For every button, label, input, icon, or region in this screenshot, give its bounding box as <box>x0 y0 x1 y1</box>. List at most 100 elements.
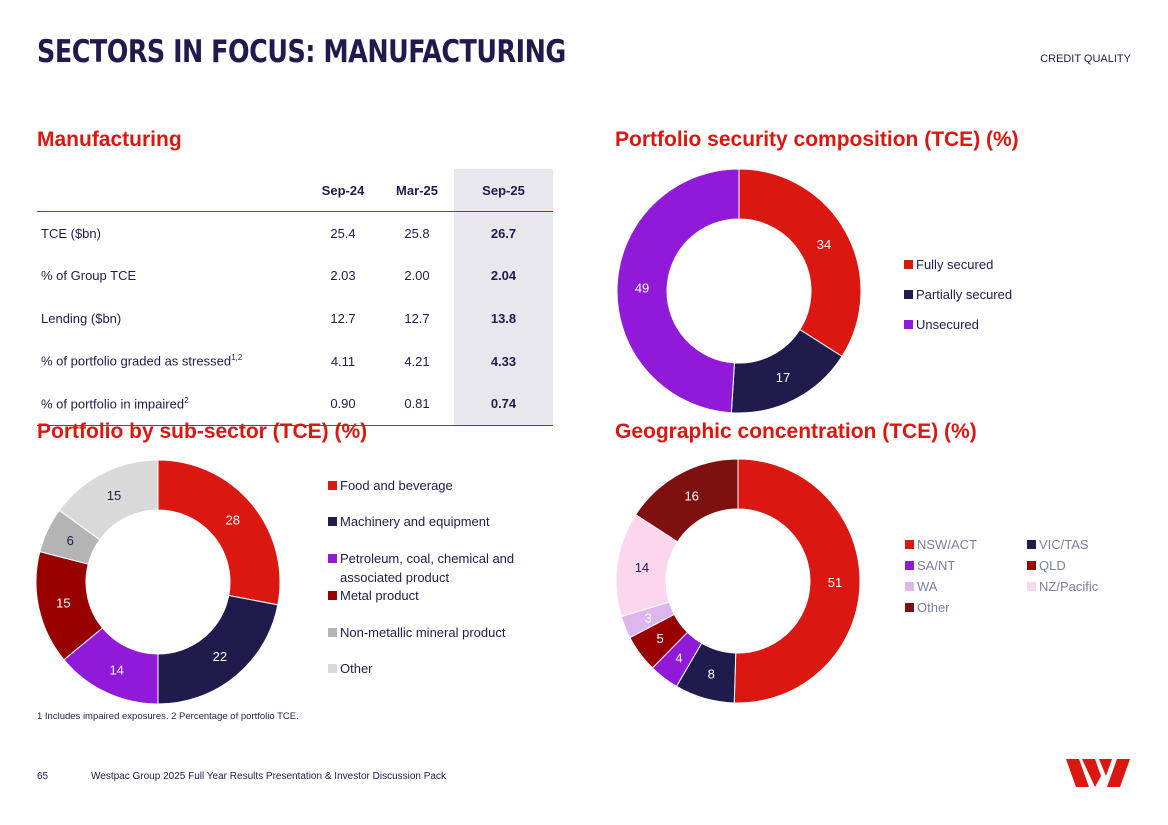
subsector-slice <box>157 459 281 606</box>
legend-label: Fully secured <box>916 257 994 272</box>
subsector-data-label: 22 <box>213 649 227 664</box>
geo-data-label: 14 <box>635 560 649 575</box>
legend-swatch <box>1027 540 1036 549</box>
legend-label: Metal product <box>340 586 419 605</box>
geo-heading: Geographic concentration (TCE) (%) <box>615 420 977 443</box>
legend-label-line: Machinery and equipment <box>340 514 490 529</box>
legend-label: NSW/ACT <box>917 537 977 552</box>
legend-swatch <box>328 628 337 637</box>
security-heading: Portfolio security composition (TCE) (%) <box>615 128 1019 151</box>
table-row: Lending ($bn) 12.7 12.7 13.8 <box>37 297 553 340</box>
col-sep-25: Sep-25 <box>454 169 553 212</box>
table-cell: 12.7 <box>330 310 356 326</box>
table-header-blank <box>37 169 306 212</box>
legend-label: Non-metallic mineral product <box>340 623 505 642</box>
table-cell: 25.4 <box>330 225 356 241</box>
security-slice <box>616 168 740 414</box>
section-tag: CREDIT QUALITY <box>1040 53 1131 65</box>
subsector-data-label: 15 <box>107 488 121 503</box>
geo-data-label: 8 <box>708 667 715 682</box>
legend-swatch <box>328 664 337 673</box>
legend-label: QLD <box>1039 558 1066 573</box>
table-cell: 12.7 <box>404 310 430 326</box>
security-data-label: 34 <box>817 237 831 252</box>
legend-label-line: Metal product <box>340 588 419 603</box>
subsector-donut-chart: 28 22 14 15 6 15 <box>35 459 281 705</box>
subsector-data-label: 6 <box>67 533 74 548</box>
col-mar-25: Mar-25 <box>380 169 454 212</box>
subsector-data-label: 15 <box>56 596 70 611</box>
geo-data-label: 4 <box>675 651 682 666</box>
legend-swatch <box>905 540 914 549</box>
footnote-ref: 1,2 <box>231 353 243 363</box>
page-number: 65 <box>37 771 49 782</box>
table-cell: 13.8 <box>454 297 553 340</box>
security-donut-chart: 34 17 49 <box>616 168 862 414</box>
footer-source: Westpac Group 2025 Full Year Results Pre… <box>91 771 446 782</box>
legend-swatch <box>328 591 337 600</box>
security-data-label: 17 <box>776 370 790 385</box>
table-cell: 4.33 <box>454 339 553 383</box>
legend-swatch <box>328 481 337 490</box>
table-cell: 0.81 <box>380 382 454 426</box>
table-cell: 2.00 <box>404 268 430 284</box>
subsector-heading: Portfolio by sub-sector (TCE) (%) <box>37 420 368 443</box>
legend-label-line: Non-metallic mineral product <box>340 625 506 640</box>
geo-data-label: 16 <box>684 488 698 503</box>
row-label: % of portfolio in impaired2 <box>37 382 306 426</box>
legend-label: SA/NT <box>917 558 956 573</box>
row-label-text: % of Group TCE <box>41 268 137 284</box>
legend-label: VIC/TAS <box>1039 537 1089 552</box>
col-sep-24: Sep-24 <box>306 169 380 212</box>
table-cell: 4.11 <box>330 353 356 369</box>
legend-swatch <box>904 260 913 269</box>
row-label-text: % of portfolio in impaired <box>41 396 185 412</box>
legend-swatch <box>1027 582 1036 591</box>
table-row: % of portfolio graded as stressed1,2 4.11… <box>37 339 553 383</box>
row-label-text: Lending ($bn) <box>41 310 122 326</box>
geo-data-label: 5 <box>656 631 663 646</box>
legend-label: Food and beverage <box>340 476 453 495</box>
subsector-data-label: 28 <box>226 513 240 528</box>
footnote-ref: 2 <box>184 396 189 405</box>
legend-label: Other <box>340 659 373 678</box>
table-cell: 25.8 <box>404 225 430 241</box>
geo-slice <box>634 458 739 543</box>
geo-donut-chart: 51 8 453 14 16 <box>615 458 861 704</box>
table-cell: 2.04 <box>454 254 553 298</box>
row-label: % of portfolio graded as stressed1,2 <box>37 340 306 383</box>
page-title: SECTORS IN FOCUS: MANUFACTURING <box>37 34 566 70</box>
legend-swatch <box>328 517 337 526</box>
table-cell: 26.7 <box>454 211 553 255</box>
security-slice <box>738 168 862 358</box>
table-cell: 0.90 <box>306 382 380 426</box>
westpac-logo-icon <box>1066 759 1130 787</box>
subsector-slice <box>58 459 159 541</box>
table-row: % of portfolio in impaired2 0.90 0.81 0.74 <box>37 382 553 426</box>
subsector-donut: 28 22 14 15 6 15 <box>35 459 281 705</box>
row-label: TCE ($bn) <box>37 212 306 255</box>
subsector-data-label: 14 <box>109 662 123 677</box>
geo-data-label: 51 <box>828 575 842 590</box>
table-cell: 4.21 <box>404 353 430 369</box>
legend-label: Other <box>917 600 950 615</box>
legend-label-line: Other <box>340 661 373 676</box>
legend-swatch <box>1027 561 1036 570</box>
legend-label: Partially secured <box>916 287 1013 302</box>
manufacturing-heading: Manufacturing <box>37 128 182 151</box>
legend-label: Unsecured <box>916 317 979 332</box>
table-cell: 2.03 <box>330 268 356 284</box>
table-cell: 0.74 <box>454 382 553 426</box>
legend-label: Petroleum, coal, chemical and associated … <box>340 549 514 587</box>
legend-label-line: Petroleum, coal, chemical and <box>340 551 515 566</box>
table-header-row: Sep-24 Mar-25 Sep-25 <box>37 169 553 212</box>
legend-label-line: Food and beverage <box>340 478 453 493</box>
table-row: TCE ($bn) 25.4 25.8 26.7 <box>37 211 553 255</box>
legend-label: Machinery and equipment <box>340 512 490 531</box>
row-label-text: % of portfolio graded as stressed <box>41 353 232 369</box>
legend-label: WA <box>917 579 938 594</box>
manufacturing-table: Sep-24 Mar-25 Sep-25 TCE ($bn) 25.4 25.8 26… <box>37 169 553 426</box>
security-donut: 34 17 49 <box>616 168 862 414</box>
row-label: % of Group TCE <box>37 255 306 298</box>
legend-swatch <box>905 561 914 570</box>
